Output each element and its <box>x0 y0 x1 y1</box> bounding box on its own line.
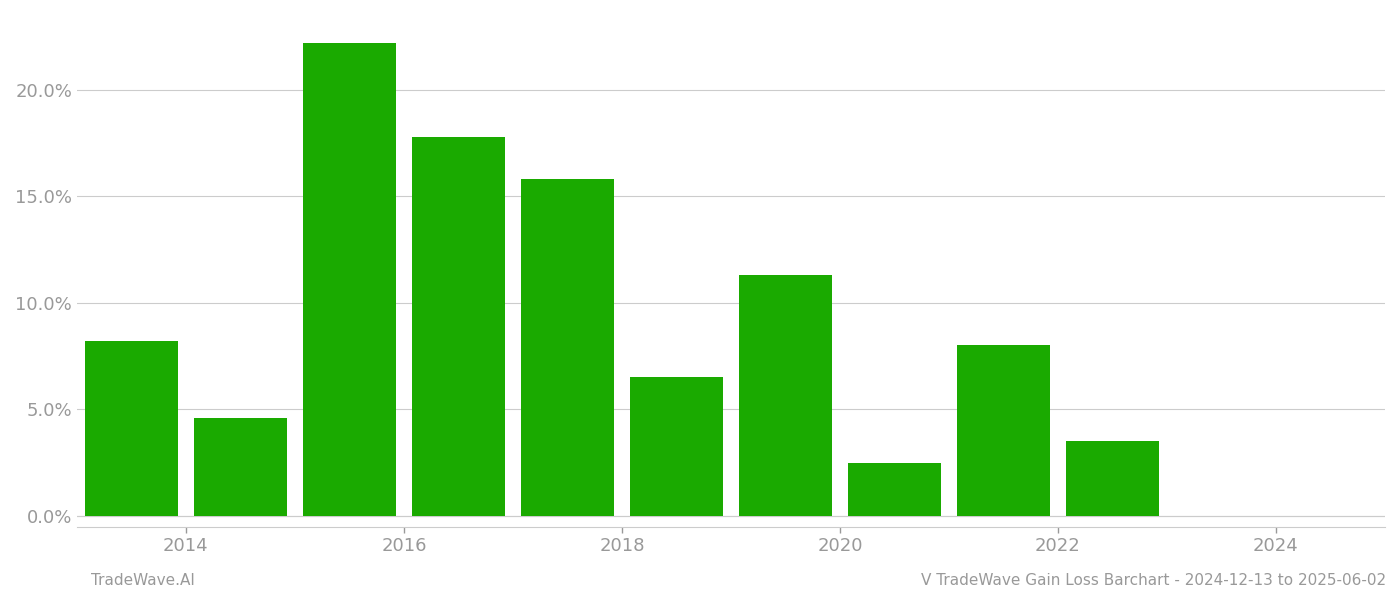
Bar <box>630 377 722 516</box>
Bar <box>412 137 505 516</box>
Bar <box>958 346 1050 516</box>
Bar <box>302 43 396 516</box>
Bar <box>848 463 941 516</box>
Bar <box>195 418 287 516</box>
Text: TradeWave.AI: TradeWave.AI <box>91 573 195 588</box>
Bar <box>739 275 832 516</box>
Bar <box>1067 442 1159 516</box>
Bar <box>521 179 613 516</box>
Bar <box>85 341 178 516</box>
Text: V TradeWave Gain Loss Barchart - 2024-12-13 to 2025-06-02: V TradeWave Gain Loss Barchart - 2024-12… <box>921 573 1386 588</box>
